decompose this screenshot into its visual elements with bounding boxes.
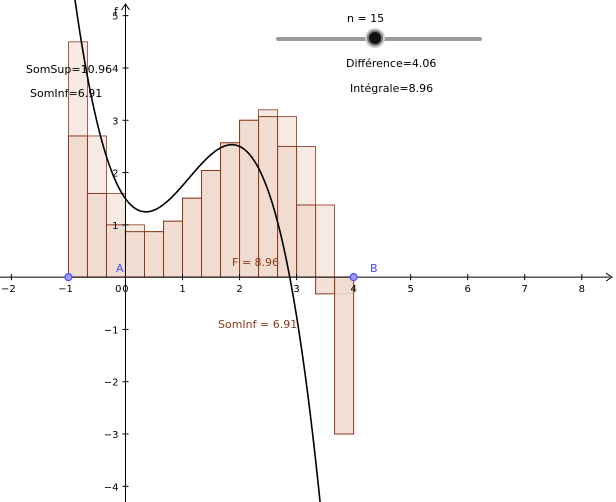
sominf-text: SomInf=6.91 <box>30 87 103 100</box>
x-tick-label: −1 <box>58 284 73 295</box>
point-a-label: A <box>116 262 124 275</box>
lower-sum-rect <box>277 145 298 278</box>
slider-handle[interactable] <box>367 30 384 46</box>
y-tick-label: 4 <box>112 64 118 75</box>
lower-sum-rect <box>239 119 260 278</box>
y-tick-label: 3 <box>112 116 118 127</box>
lower-sum-rect <box>258 116 279 278</box>
x-tick-label: 5 <box>407 284 413 295</box>
x-tick-label: 8 <box>579 284 585 295</box>
y-tick-label: 1 <box>112 221 118 232</box>
y-tick-label: 2 <box>112 169 118 180</box>
x-tick-label: −2 <box>1 284 16 295</box>
x-axis-arrow <box>605 272 613 282</box>
lower-sum-rect <box>296 204 317 278</box>
lower-sum-rect <box>201 169 222 278</box>
y-axis-arrow <box>121 3 130 11</box>
function-f-label: f <box>114 5 118 18</box>
point-b-label: B <box>370 262 378 275</box>
lower-sum-rect <box>86 192 107 278</box>
upper-sum-rect <box>315 204 336 278</box>
x-tick-label: 2 <box>236 284 242 295</box>
x-tick-label: 4 <box>350 284 356 295</box>
x-tick-label: 3 <box>293 284 299 295</box>
sominf-center-label: SomInf = 6.91 <box>218 318 298 331</box>
lower-sum-rect <box>67 135 88 278</box>
y-tick-label: −4 <box>104 482 119 493</box>
lower-sum-rect <box>334 276 355 435</box>
x-tick-label: 7 <box>522 284 528 295</box>
x-tick-label: 1 <box>179 284 185 295</box>
y-tick-label: 5 <box>112 12 118 23</box>
y-tick-label: −2 <box>104 378 119 389</box>
slider-label: n = 15 <box>347 12 385 25</box>
lower-sum-rect <box>143 231 165 278</box>
function-f-curve <box>74 0 321 502</box>
lower-sum-rect <box>315 276 336 295</box>
n-slider[interactable] <box>276 30 482 48</box>
somsup-text: SomSup=10.96 <box>26 63 113 76</box>
x-tick-label: 0 <box>122 284 128 295</box>
lower-sum-rect <box>163 220 184 278</box>
origin-label: 0 <box>115 284 121 295</box>
point-a[interactable] <box>64 273 73 282</box>
y-tick-label: −3 <box>104 430 119 441</box>
lower-sum-rect <box>124 231 145 278</box>
x-tick-label: 6 <box>465 284 471 295</box>
integral-f-label: F = 8.96 <box>232 256 280 269</box>
lower-sum-rect <box>182 197 203 278</box>
difference-text: Différence=4.06 <box>346 57 437 70</box>
integrale-text: Intégrale=8.96 <box>350 82 434 95</box>
point-b[interactable] <box>349 273 358 282</box>
y-tick-label: −1 <box>104 325 119 336</box>
